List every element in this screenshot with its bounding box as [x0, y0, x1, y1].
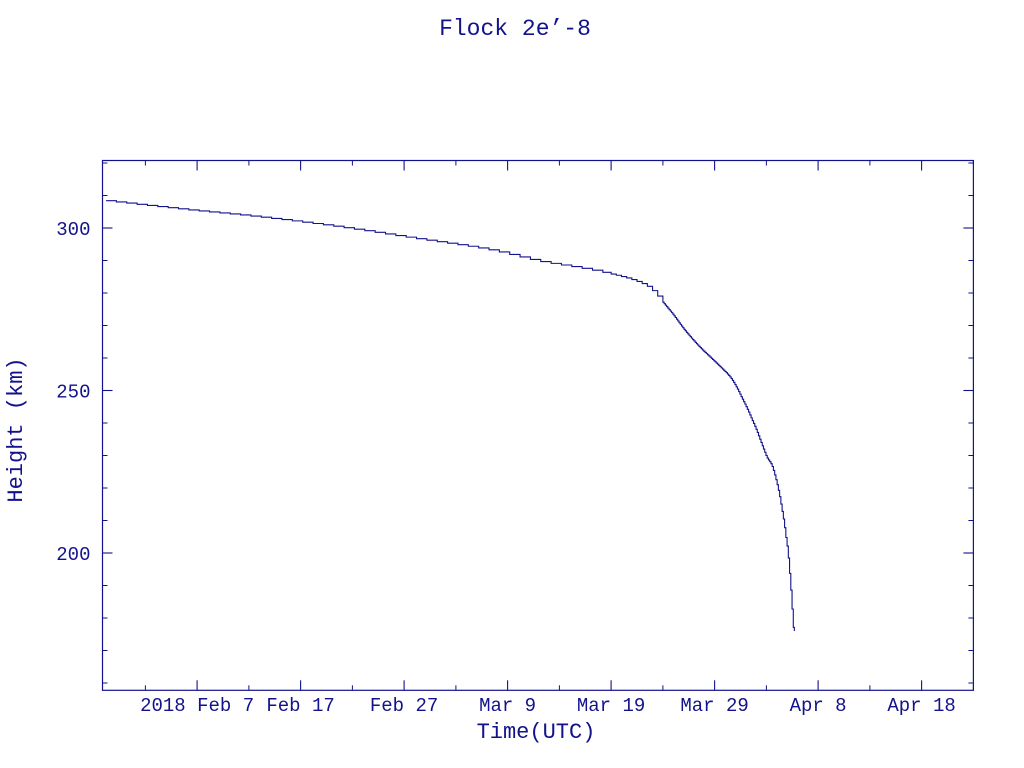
svg-text:Mar 29: Mar 29	[680, 695, 748, 717]
svg-text:250: 250	[56, 382, 90, 404]
svg-text:Mar 9: Mar 9	[479, 695, 536, 717]
svg-text:Mar 19: Mar 19	[577, 695, 645, 717]
svg-text:Feb 27: Feb 27	[370, 695, 438, 717]
svg-text:2018 Feb 7: 2018 Feb 7	[140, 695, 254, 717]
svg-text:Time(UTC): Time(UTC)	[477, 720, 596, 745]
svg-text:Height (km): Height (km)	[4, 357, 29, 502]
svg-text:Flock 2e’-8: Flock 2e’-8	[439, 16, 591, 42]
svg-text:200: 200	[56, 544, 90, 566]
svg-text:Apr 18: Apr 18	[887, 695, 955, 717]
svg-text:300: 300	[56, 219, 90, 241]
svg-text:Feb 17: Feb 17	[266, 695, 334, 717]
svg-text:Apr 8: Apr 8	[790, 695, 847, 717]
